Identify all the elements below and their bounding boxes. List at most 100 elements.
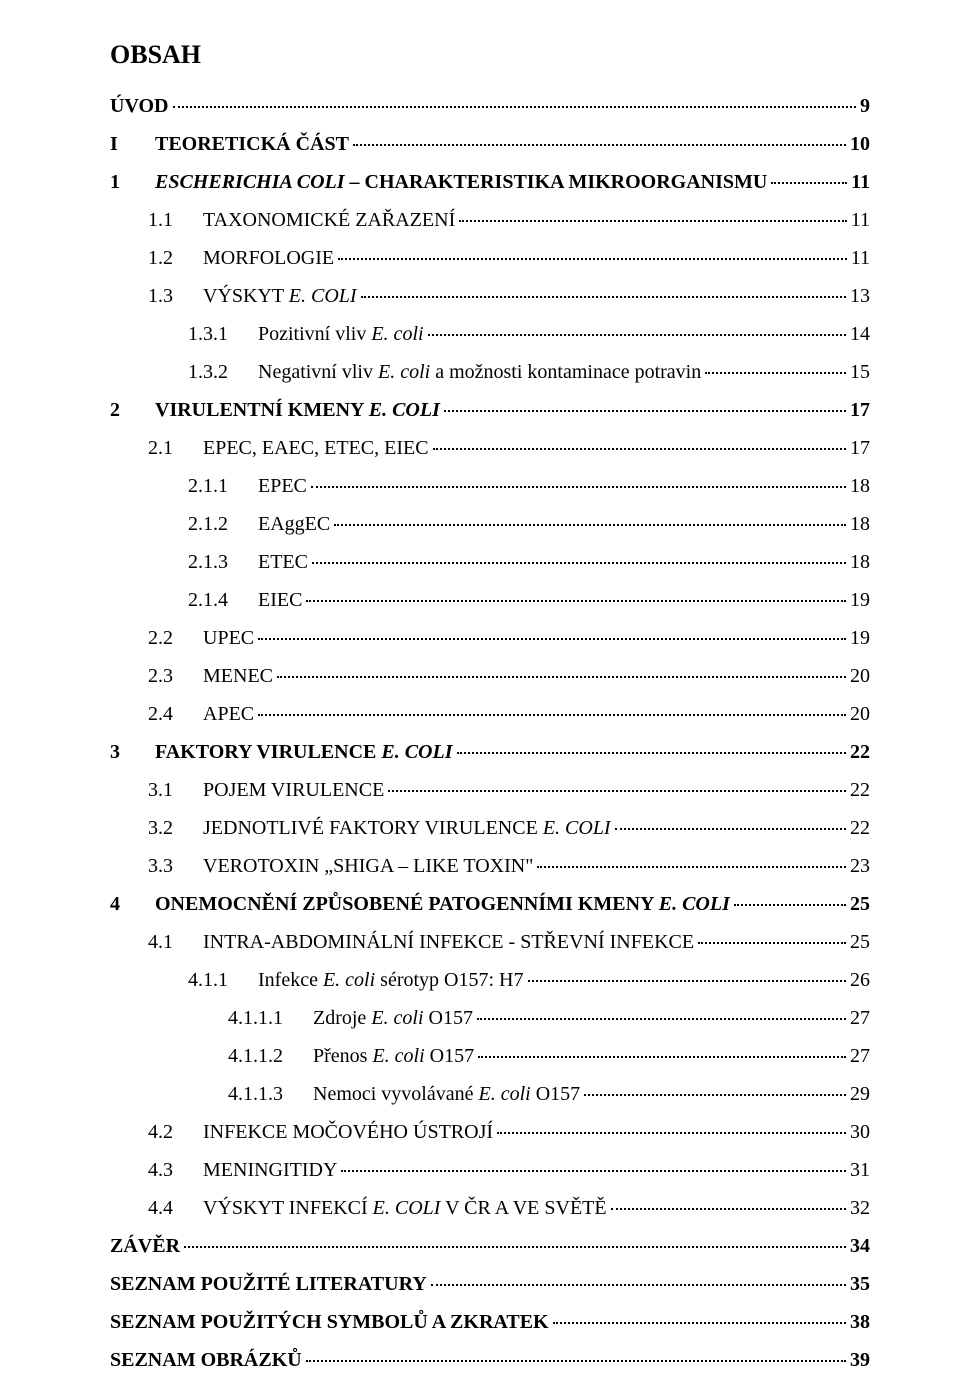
toc-leader-dots (478, 1056, 846, 1058)
toc-leader-dots (444, 410, 846, 412)
toc-entry: SEZNAM POUŽITÝCH SYMBOLŮ A ZKRATEK38 (110, 1306, 870, 1338)
toc-entry: 4.1.1Infekce E. coli sérotyp O157: H726 (188, 964, 870, 996)
toc-page-number: 31 (850, 1154, 870, 1186)
toc-entry-text: 2.4APEC (148, 698, 254, 730)
toc-entry-text: ITEORETICKÁ ČÁST (110, 128, 349, 160)
toc-page-number: 15 (850, 356, 870, 388)
toc-page-number: 19 (850, 622, 870, 654)
toc-entry-text: 4.1.1Infekce E. coli sérotyp O157: H7 (188, 964, 524, 996)
toc-leader-dots (338, 258, 847, 260)
page-title: OBSAH (110, 40, 870, 70)
toc-leader-dots (258, 714, 846, 716)
toc-leader-dots (771, 182, 847, 184)
toc-page-number: 11 (851, 204, 870, 236)
toc-entry-text: 4ONEMOCNĚNÍ ZPŮSOBENÉ PATOGENNÍMI KMENY … (110, 888, 730, 920)
toc-page-number: 23 (850, 850, 870, 882)
toc-leader-dots (615, 828, 846, 830)
toc-leader-dots (611, 1208, 846, 1210)
toc-entry: 4.4VÝSKYT INFEKCÍ E. COLI V ČR A VE SVĚT… (148, 1192, 870, 1224)
toc-entry: 2VIRULENTNÍ KMENY E. COLI17 (110, 394, 870, 426)
toc-entry-text: 2.1.3ETEC (188, 546, 308, 578)
toc-leader-dots (258, 638, 846, 640)
toc-page-number: 25 (850, 888, 870, 920)
toc-entry: 3.1POJEM VIRULENCE22 (148, 774, 870, 806)
toc-entry-text: 4.4VÝSKYT INFEKCÍ E. COLI V ČR A VE SVĚT… (148, 1192, 607, 1224)
toc-leader-dots (184, 1246, 846, 1248)
toc-leader-dots (457, 752, 847, 754)
toc-page-number: 30 (850, 1116, 870, 1148)
toc-page-number: 27 (850, 1040, 870, 1072)
toc-entry-text: SEZNAM OBRÁZKŮ (110, 1344, 302, 1376)
toc-entry-text: ÚVOD (110, 90, 169, 122)
toc-leader-dots (173, 106, 857, 108)
toc-page-number: 13 (850, 280, 870, 312)
toc-entry-text: 3.2JEDNOTLIVÉ FAKTORY VIRULENCE E. COLI (148, 812, 611, 844)
toc-entry: ÚVOD 9 (110, 90, 870, 122)
toc-leader-dots (306, 600, 846, 602)
toc-entry-text: 2VIRULENTNÍ KMENY E. COLI (110, 394, 440, 426)
toc-entry-text: 4.1.1.1Zdroje E. coli O157 (228, 1002, 473, 1034)
toc-entry-text: 3FAKTORY VIRULENCE E. COLI (110, 736, 453, 768)
toc-leader-dots (361, 296, 846, 298)
toc-page-number: 39 (850, 1344, 870, 1376)
toc-entry-text: 3.3VEROTOXIN „SHIGA – LIKE TOXIN" (148, 850, 533, 882)
toc-page-number: 11 (851, 242, 870, 274)
toc-leader-dots (334, 524, 846, 526)
toc-entry-text: 1.3.2Negativní vliv E. coli a možnosti k… (188, 356, 701, 388)
toc-entry-text: 2.1EPEC, EAEC, ETEC, EIEC (148, 432, 429, 464)
toc-entry: 2.1.4EIEC 19 (188, 584, 870, 616)
toc-entry: 4.1INTRA-ABDOMINÁLNÍ INFEKCE - STŘEVNÍ I… (148, 926, 870, 958)
toc-leader-dots (698, 942, 846, 944)
toc-leader-dots (528, 980, 847, 982)
toc-entry-text: 4.1INTRA-ABDOMINÁLNÍ INFEKCE - STŘEVNÍ I… (148, 926, 694, 958)
toc-page-number: 22 (850, 812, 870, 844)
toc-entry-text: 4.1.1.3Nemoci vyvolávané E. coli O157 (228, 1078, 580, 1110)
toc-page-number: 29 (850, 1078, 870, 1110)
toc-page-number: 10 (850, 128, 870, 160)
toc-entry: 1.3.2Negativní vliv E. coli a možnosti k… (188, 356, 870, 388)
toc-entry-text: SEZNAM POUŽITÝCH SYMBOLŮ A ZKRATEK (110, 1306, 549, 1338)
toc-page-number: 25 (850, 926, 870, 958)
toc-entry: 4.1.1.2Přenos E. coli O15727 (228, 1040, 870, 1072)
toc-entry: 1.3.1Pozitivní vliv E. coli14 (188, 318, 870, 350)
toc-entry: SEZNAM POUŽITÉ LITERATURY 35 (110, 1268, 870, 1300)
toc-entry: 2.2UPEC19 (148, 622, 870, 654)
toc-leader-dots (306, 1360, 846, 1362)
toc-page-number: 20 (850, 698, 870, 730)
toc-entry: SEZNAM OBRÁZKŮ 39 (110, 1344, 870, 1376)
toc-page-number: 9 (860, 90, 870, 122)
toc-entry-text: 1.1TAXONOMICKÉ ZAŘAZENÍ (148, 204, 455, 236)
toc-leader-dots (388, 790, 846, 792)
toc-page-number: 11 (851, 166, 870, 198)
toc-entry: 2.1.3ETEC18 (188, 546, 870, 578)
toc-page-number: 19 (850, 584, 870, 616)
toc-entry: 2.1.1EPEC 18 (188, 470, 870, 502)
toc-entry-text: 1.2MORFOLOGIE (148, 242, 334, 274)
toc-leader-dots (459, 220, 846, 222)
toc-entry: 1.1TAXONOMICKÉ ZAŘAZENÍ 11 (148, 204, 870, 236)
toc-entry-text: SEZNAM POUŽITÉ LITERATURY (110, 1268, 427, 1300)
toc-page-number: 18 (850, 508, 870, 540)
toc-page-number: 34 (850, 1230, 870, 1262)
toc-leader-dots (477, 1018, 846, 1020)
toc-page-number: 27 (850, 1002, 870, 1034)
toc-leader-dots (705, 372, 846, 374)
toc-entry-text: 4.2INFEKCE MOČOVÉHO ÚSTROJÍ (148, 1116, 493, 1148)
toc-leader-dots (734, 904, 846, 906)
toc-entry: 2.4APEC 20 (148, 698, 870, 730)
toc-leader-dots (497, 1132, 846, 1134)
toc-leader-dots (428, 334, 846, 336)
toc-entry-text: 2.1.1EPEC (188, 470, 307, 502)
toc-page-number: 14 (850, 318, 870, 350)
toc-entry-text: 2.1.4EIEC (188, 584, 302, 616)
toc-entry: 2.3MENEC20 (148, 660, 870, 692)
toc-entry: 1.2MORFOLOGIE 11 (148, 242, 870, 274)
toc-page-number: 35 (850, 1268, 870, 1300)
toc-page-number: 32 (850, 1192, 870, 1224)
toc-entry: 4.1.1.3Nemoci vyvolávané E. coli O157 29 (228, 1078, 870, 1110)
toc-entry-text: ZÁVĚR (110, 1230, 180, 1262)
toc-leader-dots (433, 448, 846, 450)
toc-entry: 4.2INFEKCE MOČOVÉHO ÚSTROJÍ 30 (148, 1116, 870, 1148)
toc-entry: 1.3VÝSKYT E. COLI13 (148, 280, 870, 312)
toc-page-number: 18 (850, 470, 870, 502)
